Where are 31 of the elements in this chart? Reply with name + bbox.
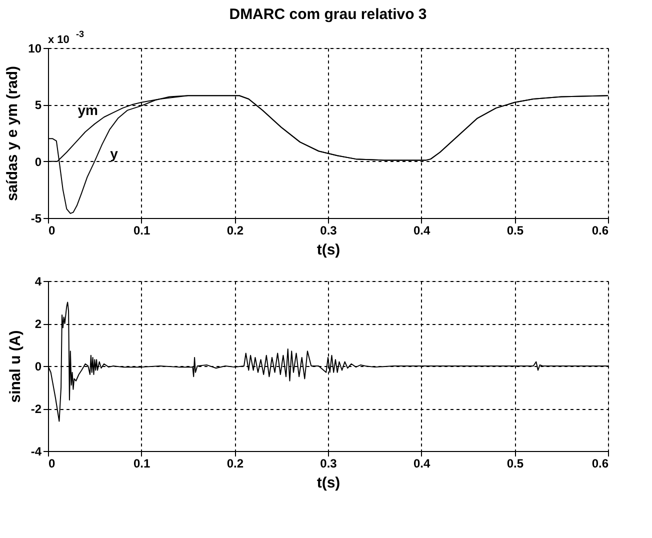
x-axis-title: t(s) (316, 242, 340, 258)
x-tick-label: 0.4 (413, 456, 430, 470)
x-tick-label: 0.5 (506, 456, 524, 470)
x-tick-label: 0 (48, 456, 56, 470)
y-tick-label: -4 (30, 444, 42, 458)
y-tick-label: 10 (28, 42, 42, 56)
x-tick-label: 0.1 (133, 224, 150, 238)
annotation: y (110, 145, 118, 162)
x-tick-label: 0.6 (592, 456, 609, 470)
y-tick-label: -2 (30, 402, 42, 416)
x-tick-label: 0.3 (320, 224, 338, 238)
x-tick-label: 0.6 (592, 224, 609, 238)
y-axis-title: sinal u (A) (6, 330, 24, 403)
x-tick-label: 0.1 (133, 456, 150, 470)
text: x 10-3 (48, 29, 84, 46)
chart-title: DMARC com grau relativo 3 (229, 6, 427, 23)
x-tick-label: 0.2 (226, 224, 244, 238)
x-tick-label: 0.2 (226, 456, 244, 470)
y-tick-label: 0 (34, 360, 42, 374)
x-tick-label: 0.3 (320, 456, 338, 470)
y-tick-label: 0 (34, 154, 42, 169)
y-axis-title: saídas y e ym (rad) (4, 66, 22, 202)
annotation: ym (78, 102, 98, 118)
y-tick-label: 4 (34, 274, 42, 288)
y-tick-label: -5 (30, 212, 42, 226)
x-tick-label: 0.5 (506, 224, 524, 238)
y-tick-label: 2 (34, 317, 42, 331)
x-tick-label: 0 (48, 224, 56, 238)
y-tick-label: 5 (34, 98, 42, 112)
x-axis-title: t(s) (316, 474, 340, 492)
x-tick-label: 0.4 (413, 224, 430, 238)
